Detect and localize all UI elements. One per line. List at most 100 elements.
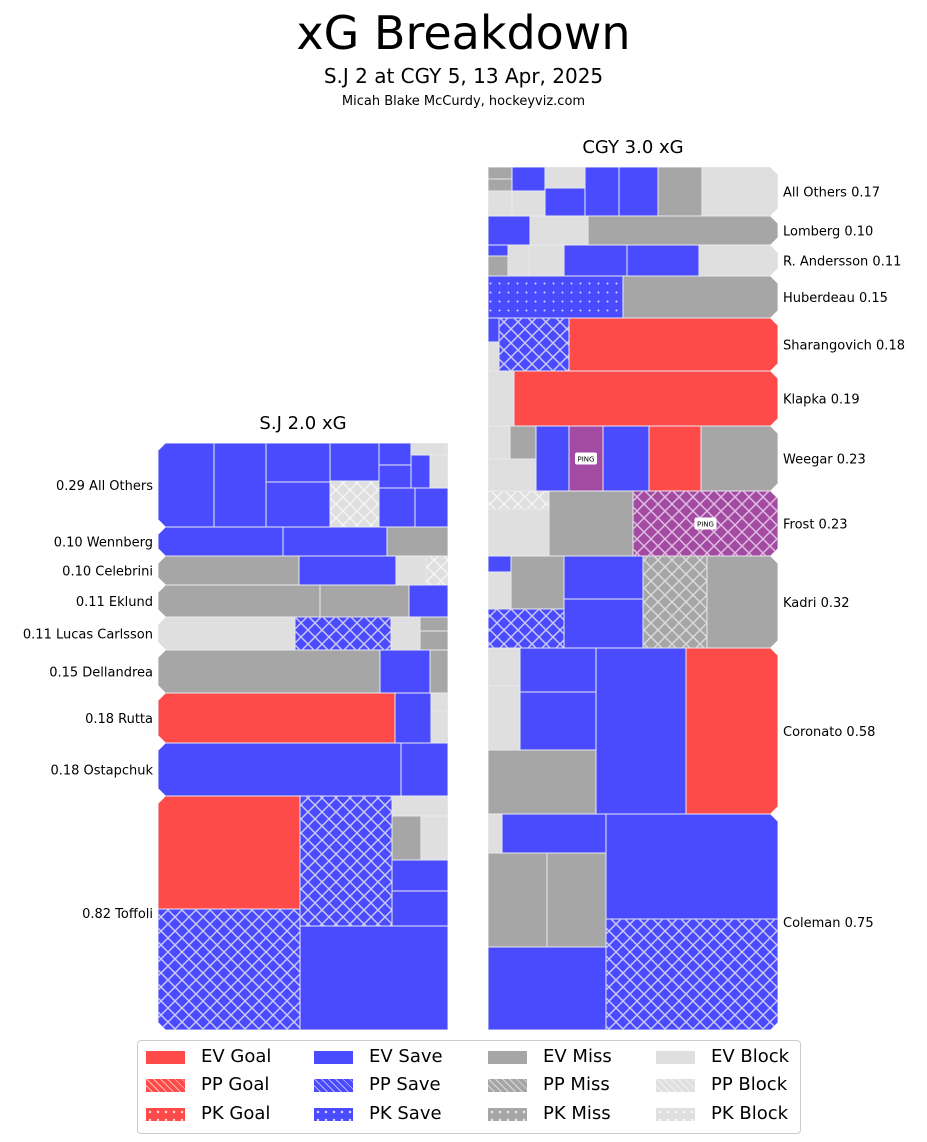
player-label: Kadri 0.32 <box>783 596 850 611</box>
legend-item: PP Goal <box>146 1072 269 1098</box>
legend-item: EV Miss <box>488 1044 612 1070</box>
legend-item: PK Goal <box>146 1101 270 1127</box>
shot-cell-save <box>298 556 397 585</box>
shot-cell-miss <box>700 426 778 491</box>
player-row <box>488 245 778 276</box>
shot-cell-save <box>378 487 416 527</box>
legend-swatch <box>656 1107 695 1121</box>
shot-cell-goal <box>648 426 702 491</box>
player-row <box>158 693 448 743</box>
shot-cell-save <box>391 890 448 927</box>
shot-cell-save <box>378 464 412 489</box>
shot-cell-save <box>265 443 331 483</box>
shot-cell-save <box>488 245 509 257</box>
pp-hatch <box>300 796 392 926</box>
shot-cell-miss <box>488 178 513 192</box>
player-row <box>158 585 448 617</box>
shot-cell-block <box>444 443 448 456</box>
legend-swatch <box>314 1107 353 1121</box>
shot-cell-save <box>544 187 586 216</box>
shot-cell-save <box>410 454 431 489</box>
pp-hatch <box>330 481 379 527</box>
legend-label: PK Goal <box>201 1103 271 1124</box>
shot-cell-block <box>511 190 546 216</box>
player-label: 0.18 Ostapchuk <box>50 764 153 779</box>
team-title-cgy: CGY 3.0 xG <box>582 137 684 158</box>
pp-hatch <box>499 318 569 371</box>
pp-hatch <box>488 609 564 648</box>
shot-cell-save <box>213 443 267 527</box>
player-row: PING <box>488 426 778 491</box>
player-label: Weegar 0.23 <box>783 453 866 468</box>
legend: EV Goal PP Goal PK Goal EV Save PP Save PK Sa… <box>137 1040 801 1134</box>
player-row <box>158 443 448 527</box>
player-row <box>488 276 778 318</box>
player-label: 0.15 Dellandrea <box>49 666 153 681</box>
shot-cell-save <box>488 556 512 573</box>
legend-swatch <box>146 1050 185 1064</box>
player-row <box>158 617 448 650</box>
player-row <box>488 371 778 426</box>
shot-cell-miss <box>429 650 448 693</box>
legend-item: EV Block <box>656 1044 789 1070</box>
shot-cell-save <box>563 556 644 600</box>
shot-cell-block <box>698 245 778 276</box>
legend-label: EV Save <box>369 1046 443 1067</box>
player-row <box>488 318 778 371</box>
legend-swatch <box>146 1107 185 1121</box>
player-label: Coronato 0.58 <box>783 725 875 740</box>
shot-cell-miss <box>488 852 548 948</box>
legend-label: PP Save <box>369 1074 441 1095</box>
player-label: Frost 0.23 <box>783 518 848 533</box>
legend-label: PK Block <box>711 1103 789 1124</box>
shot-cell-miss <box>706 556 778 648</box>
shot-cell-block <box>507 245 530 276</box>
legend-swatch <box>314 1078 353 1092</box>
player-row <box>158 743 448 796</box>
legend-label: EV Goal <box>201 1046 272 1067</box>
shot-cell-block <box>429 454 448 489</box>
shot-cell-block <box>391 796 448 817</box>
player-label: 0.18 Rutta <box>85 712 153 727</box>
legend-label: PP Miss <box>543 1074 610 1095</box>
legend-item: PK Save <box>314 1101 442 1127</box>
pp-hatch <box>158 909 300 1030</box>
shot-cell-goal <box>513 371 778 426</box>
penalty-badge <box>575 452 597 465</box>
player-label: 0.29 All Others <box>56 479 153 494</box>
shot-cell-miss <box>488 749 597 814</box>
player-row <box>488 814 778 1030</box>
shot-cell-save <box>563 598 644 648</box>
shot-cell-block <box>488 458 537 491</box>
shot-cell-save <box>519 691 597 751</box>
player-row <box>488 556 778 648</box>
shot-cell-save <box>535 426 570 491</box>
player-label: Lomberg 0.10 <box>783 225 873 240</box>
shot-cell-save <box>391 859 448 892</box>
legend-item: PP Miss <box>488 1072 610 1098</box>
shot-cell-block <box>544 167 586 189</box>
pp-hatch <box>426 556 448 585</box>
shot-cell-save <box>299 925 448 1030</box>
shot-cell-save <box>329 443 380 482</box>
shot-cell-miss <box>587 216 778 245</box>
penalty-label: PING <box>697 521 714 529</box>
legend-item: PK Block <box>656 1101 788 1127</box>
shot-cell-save <box>626 245 700 276</box>
shot-cell-save <box>602 426 650 491</box>
shot-cell-block <box>488 341 500 371</box>
player-row <box>488 167 778 216</box>
shot-cell-block <box>488 814 503 854</box>
player-label: Coleman 0.75 <box>783 916 874 931</box>
shot-cell-block <box>488 371 515 426</box>
shot-cell-block <box>488 426 511 460</box>
shot-cell-save <box>501 814 607 854</box>
shot-cell-save <box>158 527 284 556</box>
shot-cell-miss <box>319 585 410 617</box>
player-label: Klapka 0.19 <box>783 393 860 408</box>
shot-cell-block <box>390 617 421 650</box>
chart-subtitle: S.J 2 at CGY 5, 13 Apr, 2025 <box>323 64 604 88</box>
shot-cell-save <box>158 443 215 527</box>
shot-cell-save <box>394 693 432 743</box>
player-label: All Others 0.17 <box>783 186 880 201</box>
